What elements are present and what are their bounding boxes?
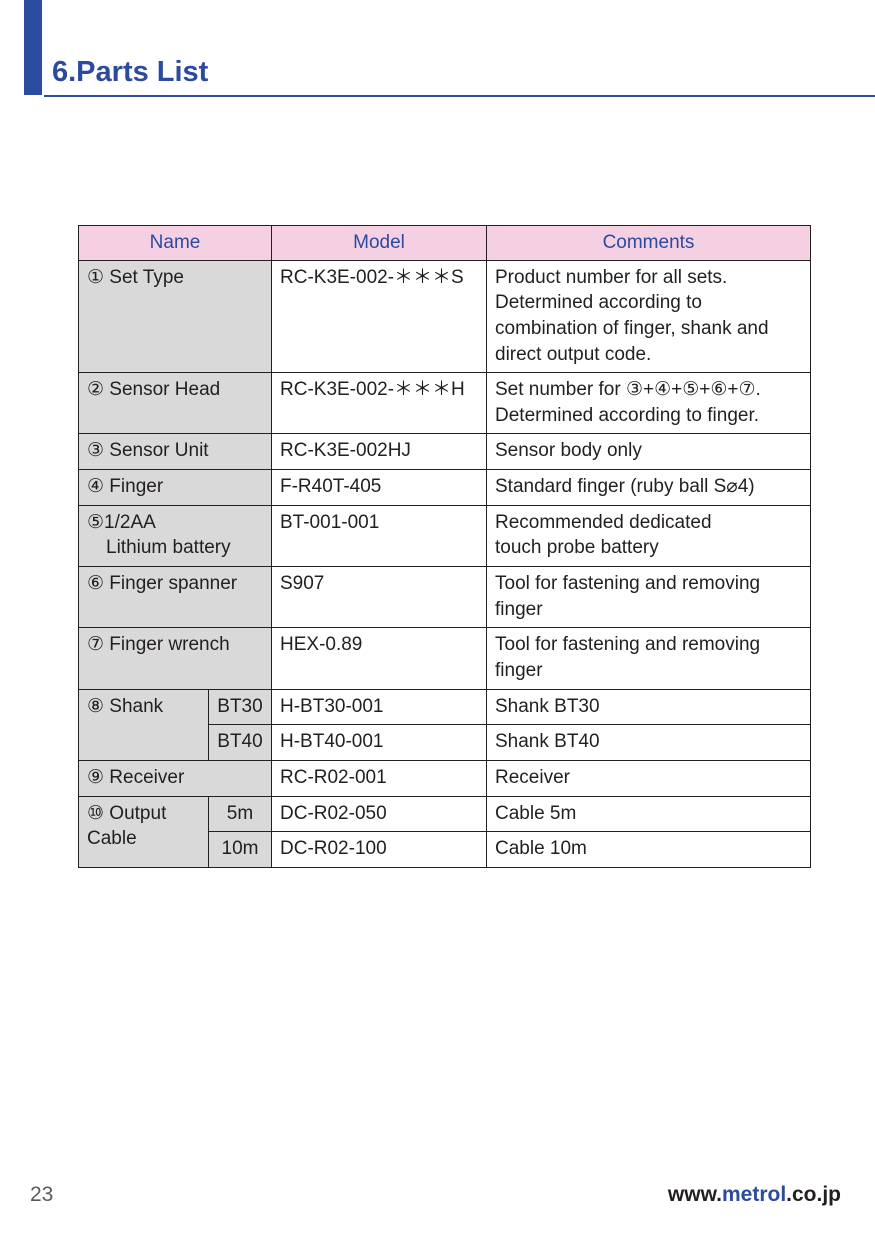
col-model: Model bbox=[272, 226, 487, 261]
table-row: ③ Sensor Unit RC-K3E-002HJ Sensor body o… bbox=[79, 434, 811, 470]
cell-name: ⑨ Receiver bbox=[79, 760, 272, 796]
cell-comments: Product number for all sets. Determined … bbox=[487, 260, 811, 373]
cell-comments: Tool for fastening and removingfinger bbox=[487, 567, 811, 628]
cell-comments: Receiver bbox=[487, 760, 811, 796]
cell-name: ⑤1/2AA Lithium battery bbox=[79, 505, 272, 566]
cell-comments: Set number for ③+④+⑤+⑥+⑦.Determined acco… bbox=[487, 373, 811, 434]
cell-model: HEX-0.89 bbox=[272, 628, 487, 689]
cell-model: DC-R02-100 bbox=[272, 832, 487, 868]
cell-name: ⑩ Output Cable bbox=[79, 796, 209, 867]
cell-model: RC-K3E-002-＊＊＊S bbox=[272, 260, 487, 373]
cell-model: RC-K3E-002HJ bbox=[272, 434, 487, 470]
cell-comments: Sensor body only bbox=[487, 434, 811, 470]
cell-model: H-BT30-001 bbox=[272, 689, 487, 725]
cell-name: ⑧ Shank bbox=[79, 689, 209, 760]
url-prefix: www. bbox=[668, 1183, 722, 1206]
cell-model: H-BT40-001 bbox=[272, 725, 487, 761]
side-tab bbox=[24, 0, 42, 95]
cell-name: ② Sensor Head bbox=[79, 373, 272, 434]
cell-comments: Standard finger (ruby ball S⌀4) bbox=[487, 470, 811, 506]
cell-model: BT-001-001 bbox=[272, 505, 487, 566]
table-row: ② Sensor Head RC-K3E-002-＊＊＊H Set number… bbox=[79, 373, 811, 434]
cell-subname: 5m bbox=[209, 796, 272, 832]
cell-comments: Cable 10m bbox=[487, 832, 811, 868]
table-row: ④ Finger F-R40T-405 Standard finger (rub… bbox=[79, 470, 811, 506]
table-row: ⑤1/2AA Lithium battery BT-001-001 Recomm… bbox=[79, 505, 811, 566]
table-row: ① Set Type RC-K3E-002-＊＊＊S Product numbe… bbox=[79, 260, 811, 373]
cell-comments: Cable 5m bbox=[487, 796, 811, 832]
table-row: ⑩ Output Cable 5m DC-R02-050 Cable 5m bbox=[79, 796, 811, 832]
cell-comments: Tool for fastening and removingfinger bbox=[487, 628, 811, 689]
page-number: 23 bbox=[30, 1183, 53, 1207]
parts-table: Name Model Comments ① Set Type RC-K3E-00… bbox=[78, 225, 811, 868]
cell-comments: Shank BT40 bbox=[487, 725, 811, 761]
cell-name: ⑦ Finger wrench bbox=[79, 628, 272, 689]
table-row: ⑥ Finger spanner S907 Tool for fastening… bbox=[79, 567, 811, 628]
cell-subname: BT40 bbox=[209, 725, 272, 761]
cell-model: DC-R02-050 bbox=[272, 796, 487, 832]
cell-name: ④ Finger bbox=[79, 470, 272, 506]
parts-table-container: Name Model Comments ① Set Type RC-K3E-00… bbox=[78, 225, 810, 868]
cell-model: F-R40T-405 bbox=[272, 470, 487, 506]
footer-url: www.metrol.co.jp bbox=[668, 1183, 841, 1207]
cell-name: ③ Sensor Unit bbox=[79, 434, 272, 470]
col-name: Name bbox=[79, 226, 272, 261]
cell-name: ① Set Type bbox=[79, 260, 272, 373]
cell-subname: 10m bbox=[209, 832, 272, 868]
table-row: ⑧ Shank BT30 H-BT30-001 Shank BT30 bbox=[79, 689, 811, 725]
col-comments: Comments bbox=[487, 226, 811, 261]
cell-model: RC-K3E-002-＊＊＊H bbox=[272, 373, 487, 434]
table-row: ⑦ Finger wrench HEX-0.89 Tool for fasten… bbox=[79, 628, 811, 689]
table-header-row: Name Model Comments bbox=[79, 226, 811, 261]
table-row: ⑨ Receiver RC-R02-001 Receiver bbox=[79, 760, 811, 796]
url-middle: metrol bbox=[722, 1183, 786, 1206]
url-suffix: .co.jp bbox=[786, 1183, 841, 1206]
cell-comments: Shank BT30 bbox=[487, 689, 811, 725]
section-heading: 6.Parts List bbox=[52, 56, 208, 89]
cell-subname: BT30 bbox=[209, 689, 272, 725]
cell-model: S907 bbox=[272, 567, 487, 628]
cell-name: ⑥ Finger spanner bbox=[79, 567, 272, 628]
heading-rule bbox=[44, 95, 875, 97]
cell-model: RC-R02-001 bbox=[272, 760, 487, 796]
cell-comments: Recommended dedicatedtouch probe battery bbox=[487, 505, 811, 566]
